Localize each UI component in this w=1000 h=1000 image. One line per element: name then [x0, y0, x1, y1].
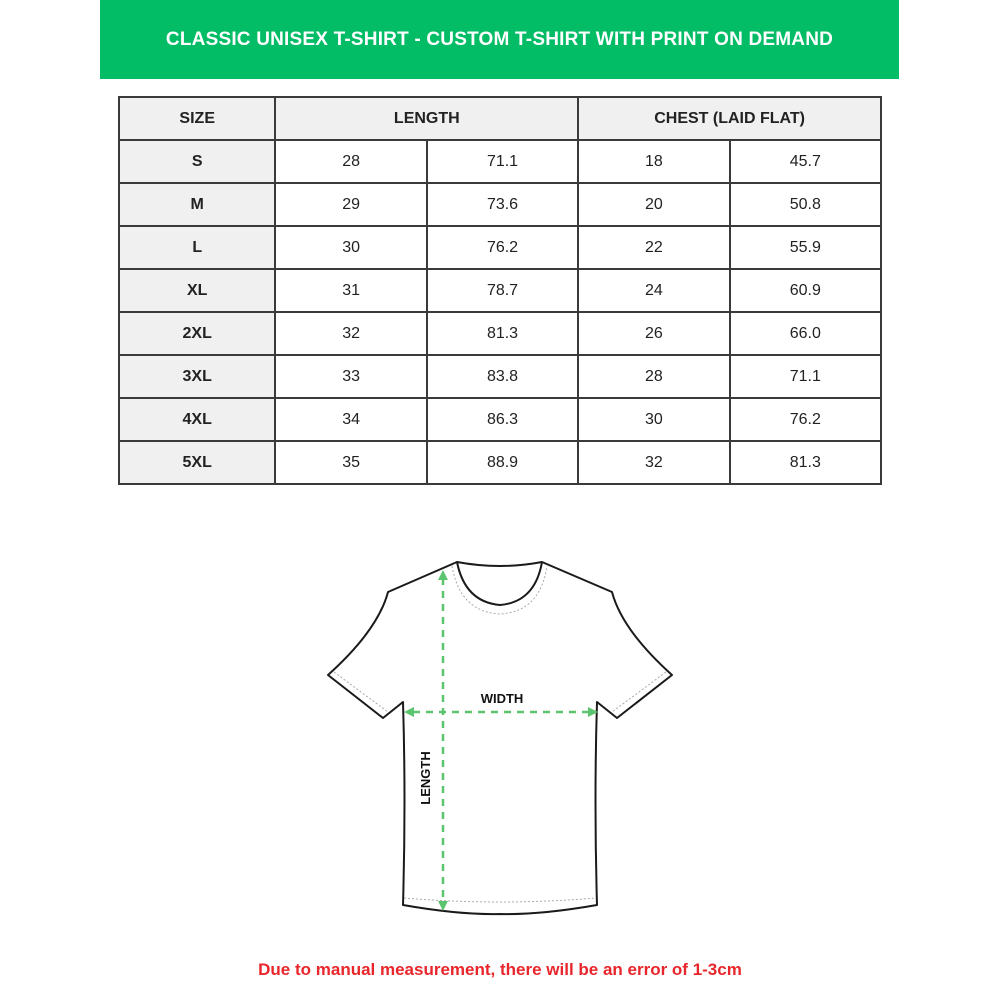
table-row: 2XL 32 81.3 26 66.0 [117, 311, 883, 356]
hem-stitch [403, 897, 597, 903]
length-in-cell: 32 [274, 311, 428, 356]
chest-cm-cell: 60.9 [728, 268, 883, 313]
chest-in-cell: 20 [577, 182, 731, 227]
table-row: 5XL 35 88.9 32 81.3 [117, 440, 883, 485]
chest-in-cell: 22 [577, 225, 731, 270]
length-cm-cell: 86.3 [425, 397, 580, 442]
length-in-cell: 30 [274, 225, 428, 270]
size-cell: 3XL [117, 354, 277, 399]
chest-in-cell: 28 [577, 354, 731, 399]
length-in-cell: 31 [274, 268, 428, 313]
table-row: L 30 76.2 22 55.9 [117, 225, 883, 270]
chest-in-cell: 30 [577, 397, 731, 442]
header-size: SIZE [117, 96, 277, 141]
table-row: 4XL 34 86.3 30 76.2 [117, 397, 883, 442]
measurement-note: Due to manual measurement, there will be… [258, 960, 742, 979]
size-cell: XL [117, 268, 277, 313]
size-cell: 4XL [117, 397, 277, 442]
tshirt-diagram: WIDTH LENGTH [327, 561, 673, 916]
chest-cm-cell: 71.1 [728, 354, 883, 399]
length-arrow-top [438, 570, 448, 580]
chest-in-cell: 26 [577, 311, 731, 356]
length-cm-cell: 83.8 [425, 354, 580, 399]
chest-cm-cell: 55.9 [728, 225, 883, 270]
size-cell: M [117, 182, 277, 227]
table-row: M 29 73.6 20 50.8 [117, 182, 883, 227]
chest-cm-cell: 76.2 [728, 397, 883, 442]
width-arrow-right [588, 707, 598, 717]
chest-in-cell: 24 [577, 268, 731, 313]
length-cm-cell: 71.1 [425, 139, 580, 184]
length-cm-cell: 78.7 [425, 268, 580, 313]
size-cell: S [117, 139, 277, 184]
collar-outline [456, 561, 543, 607]
length-in-cell: 34 [274, 397, 428, 442]
table-row: 3XL 33 83.8 28 71.1 [117, 354, 883, 399]
size-cell: 2XL [117, 311, 277, 356]
title-banner: CLASSIC UNISEX T-SHIRT - CUSTOM T-SHIRT … [100, 0, 899, 79]
chest-cm-cell: 81.3 [728, 440, 883, 485]
chest-cm-cell: 45.7 [728, 139, 883, 184]
length-arrow-bottom [438, 901, 448, 911]
header-chest: CHEST (LAID FLAT) [577, 96, 882, 141]
table-header-row: SIZE LENGTH CHEST (LAID FLAT) [117, 96, 882, 141]
size-cell: L [117, 225, 277, 270]
size-chart-table: SIZE LENGTH CHEST (LAID FLAT) S 28 71.1 18 4… [117, 96, 883, 485]
sleeve-stitch-left [333, 671, 389, 713]
table-row: XL 31 78.7 24 60.9 [117, 268, 883, 313]
tshirt-outline [327, 561, 673, 916]
length-cm-cell: 76.2 [425, 225, 580, 270]
page-title: CLASSIC UNISEX T-SHIRT - CUSTOM T-SHIRT … [165, 28, 834, 50]
length-cm-cell: 81.3 [425, 311, 580, 356]
length-cm-cell: 88.9 [425, 440, 580, 485]
table-row: S 28 71.1 18 45.7 [117, 139, 883, 184]
sleeve-stitch-right [611, 671, 667, 713]
size-cell: 5XL [117, 440, 277, 485]
length-in-cell: 29 [274, 182, 428, 227]
collar-stitch [451, 565, 548, 615]
chest-in-cell: 18 [577, 139, 731, 184]
width-label: WIDTH [481, 691, 524, 706]
measurement-arrows [404, 570, 598, 911]
length-in-cell: 33 [274, 354, 428, 399]
chest-cm-cell: 50.8 [728, 182, 883, 227]
length-label: LENGTH [418, 751, 433, 804]
header-length: LENGTH [274, 96, 580, 141]
chest-in-cell: 32 [577, 440, 731, 485]
chest-cm-cell: 66.0 [728, 311, 883, 356]
length-cm-cell: 73.6 [425, 182, 580, 227]
width-arrow-left [404, 707, 414, 717]
length-in-cell: 28 [274, 139, 428, 184]
length-in-cell: 35 [274, 440, 428, 485]
